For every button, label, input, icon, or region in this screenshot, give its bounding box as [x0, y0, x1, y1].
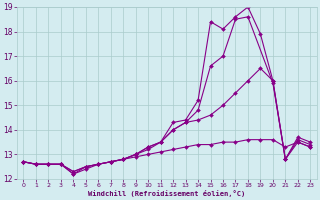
X-axis label: Windchill (Refroidissement éolien,°C): Windchill (Refroidissement éolien,°C) [88, 190, 245, 197]
